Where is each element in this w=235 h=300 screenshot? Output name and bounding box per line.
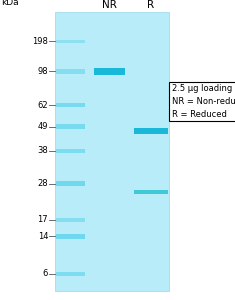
Text: 28: 28 — [38, 179, 48, 188]
Text: 198: 198 — [32, 37, 48, 46]
Text: 2.5 μg loading
NR = Non-reduced
R = Reduced: 2.5 μg loading NR = Non-reduced R = Redu… — [172, 84, 235, 119]
FancyBboxPatch shape — [56, 148, 85, 153]
FancyBboxPatch shape — [56, 40, 85, 43]
Text: 98: 98 — [38, 67, 48, 76]
Text: NR: NR — [102, 1, 117, 10]
Text: kDa: kDa — [1, 0, 19, 7]
Text: 62: 62 — [38, 100, 48, 109]
FancyBboxPatch shape — [56, 234, 85, 239]
FancyBboxPatch shape — [56, 218, 85, 222]
Text: 38: 38 — [37, 146, 48, 155]
FancyBboxPatch shape — [94, 68, 125, 75]
FancyBboxPatch shape — [56, 124, 85, 129]
FancyBboxPatch shape — [56, 103, 85, 107]
Text: 17: 17 — [38, 215, 48, 224]
Text: 14: 14 — [38, 232, 48, 241]
FancyBboxPatch shape — [56, 181, 85, 186]
FancyBboxPatch shape — [55, 12, 169, 291]
FancyBboxPatch shape — [56, 69, 85, 74]
FancyBboxPatch shape — [134, 190, 168, 194]
Text: 6: 6 — [43, 269, 48, 278]
FancyBboxPatch shape — [56, 272, 85, 276]
FancyBboxPatch shape — [134, 128, 168, 134]
Text: R: R — [147, 1, 155, 10]
Text: 49: 49 — [38, 122, 48, 131]
